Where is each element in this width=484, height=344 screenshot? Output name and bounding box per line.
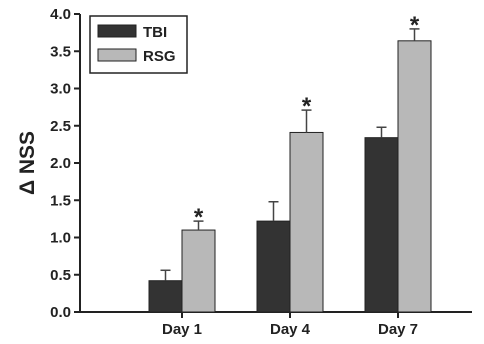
legend-label-tbi: TBI: [143, 24, 167, 41]
significance-markers: * * *: [194, 12, 420, 231]
y-tick-label: 3.0: [50, 81, 71, 98]
y-tick-label: 3.5: [50, 43, 71, 60]
y-axis-label: Δ NSS: [16, 131, 39, 195]
bar-rsg: [289, 131, 324, 313]
x-tick-label: Day 1: [162, 321, 202, 338]
error-bars: [160, 28, 420, 281]
y-tick-label: 1.5: [50, 192, 71, 209]
y-tick-label: 2.0: [50, 155, 71, 172]
x-tick-label: Day 7: [378, 321, 418, 338]
bar-rsg: [397, 40, 432, 313]
bar-tbi: [148, 280, 183, 313]
bar-tbi: [256, 220, 291, 313]
legend-swatch-rsg: [97, 48, 137, 62]
x-tick-label: Day 4: [270, 321, 311, 338]
axes: 0.0 0.5 1.0 1.5 2.0 2.5 3.0 3.5 4.0 Δ NSS Day 1 Day…: [16, 6, 472, 338]
bar-rsg: [181, 229, 216, 313]
significance-star: *: [302, 93, 312, 120]
legend: TBI RSG: [89, 15, 188, 74]
y-tick-label: 0.5: [50, 267, 71, 284]
significance-star: *: [410, 12, 420, 39]
bar-tbi: [364, 137, 399, 313]
y-tick-label: 2.5: [50, 118, 71, 135]
y-tick-label: 0.0: [50, 304, 71, 321]
y-tick-label: 4.0: [50, 6, 71, 23]
legend-label-rsg: RSG: [143, 48, 176, 65]
legend-swatch-tbi: [97, 24, 137, 38]
legend-box: [89, 15, 188, 74]
significance-star: *: [194, 204, 204, 231]
y-tick-label: 1.0: [50, 230, 71, 247]
bars: [148, 40, 432, 313]
